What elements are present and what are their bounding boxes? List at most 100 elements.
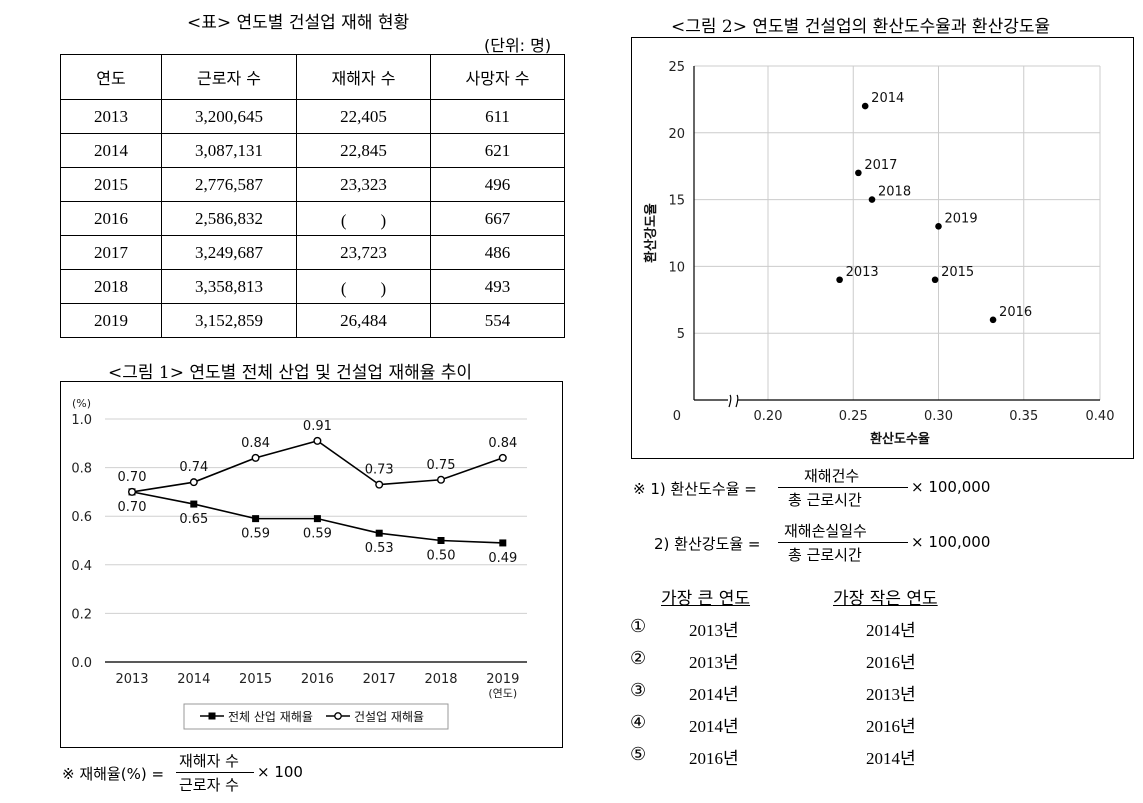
y-tick-label: 0.4 xyxy=(71,559,92,574)
option-largest: 2016년 xyxy=(689,749,739,768)
x-tick-label: 2017 xyxy=(363,672,396,687)
table-row: 2014 3,087,131 22,845 621 xyxy=(60,133,565,168)
data-label: 0.59 xyxy=(303,527,332,542)
table-cell: 3,087,131 xyxy=(161,133,297,168)
formula-multiplier: × 100 xyxy=(257,763,303,781)
scatter-point xyxy=(855,169,862,177)
y-tick-label: 0.8 xyxy=(71,462,92,477)
table-cell: 2018 xyxy=(60,269,162,304)
table-cell: 2014 xyxy=(60,133,162,168)
fraction-bar xyxy=(778,487,908,488)
column-header: 사망자 수 xyxy=(430,54,565,100)
point-label: 2019 xyxy=(945,211,978,226)
table-row: 2015 2,776,587 23,323 496 xyxy=(60,167,565,202)
formula-denominator: 총 근로시간 xyxy=(788,546,862,564)
option-number[interactable]: ③ xyxy=(630,680,647,701)
x-tick-label: 2019 xyxy=(486,672,519,687)
data-point-circle xyxy=(375,480,384,489)
point-label: 2015 xyxy=(941,265,974,280)
figure1-frame xyxy=(60,381,563,748)
severity-formula: 2) 환산강도율 = 재해손실일수 총 근로시간 × 100,000 xyxy=(654,520,990,568)
table-cell: 2,776,587 xyxy=(161,167,297,202)
x-tick-label: 2018 xyxy=(424,672,457,687)
formula-prefix: ※ 1) 환산도수율 = xyxy=(633,480,757,498)
data-label: 0.75 xyxy=(427,458,456,473)
table-cell: 2013 xyxy=(60,99,162,134)
option-number[interactable]: ① xyxy=(630,616,647,637)
y-tick-label: 10 xyxy=(668,260,685,275)
legend-label: 전체 산업 재해율 xyxy=(228,710,313,724)
formula-numerator: 재해손실일수 xyxy=(784,522,867,540)
option-largest: 2014년 xyxy=(689,717,739,736)
y-tick-label: 15 xyxy=(668,194,685,209)
data-point-circle xyxy=(251,453,260,462)
scatter-point xyxy=(868,196,876,203)
x-tick-label: 0.40 xyxy=(1086,409,1115,424)
x-tick-label: 2013 xyxy=(115,672,148,687)
x-axis-unit: (연도) xyxy=(488,687,517,700)
data-table: 연도 근로자 수 재해자 수 사망자 수 2013 3,200,645 22,405… xyxy=(60,54,565,338)
y-tick-label: 25 xyxy=(668,60,685,75)
option-largest: 2013년 xyxy=(689,653,739,672)
formula-prefix: ※ 재해율(%) = xyxy=(62,765,165,783)
option-header-smallest: 가장 작은 연도 xyxy=(833,589,938,609)
formula-multiplier: × 100,000 xyxy=(911,533,991,551)
table-row: 2016 2,586,832( ) 667 xyxy=(60,201,565,236)
option-number[interactable]: ② xyxy=(630,648,647,669)
formula-numerator: 재해건수 xyxy=(804,467,860,485)
table-cell: ( ) xyxy=(296,269,431,304)
table-cell: 554 xyxy=(430,303,565,338)
table-cell: 22,405 xyxy=(296,99,431,134)
option-header-largest: 가장 큰 연도 xyxy=(661,589,751,609)
option-number[interactable]: ⑤ xyxy=(630,744,647,765)
table-row: 2018 3,358,813( ) 493 xyxy=(60,269,565,304)
data-point-square xyxy=(375,529,383,537)
option-number[interactable]: ④ xyxy=(630,712,647,733)
table-unit: (단위: 명) xyxy=(484,36,552,55)
table-cell: 23,323 xyxy=(296,167,431,202)
table-cell: 23,723 xyxy=(296,235,431,270)
table-cell: ( ) xyxy=(296,201,431,236)
option-smallest: 2016년 xyxy=(866,717,916,736)
formula-multiplier: × 100,000 xyxy=(911,478,991,496)
x-tick-label: 0.30 xyxy=(924,409,953,424)
data-point-square xyxy=(313,515,321,523)
x-tick-label: 2015 xyxy=(239,672,272,687)
origin-label: 0 xyxy=(673,409,681,424)
option-largest: 2014년 xyxy=(689,685,739,704)
axis-break-gap xyxy=(728,392,738,408)
figure2-caption: <그림 2> 연도별 건설업의 환산도수율과 환산강도율 xyxy=(671,17,1051,37)
option-smallest: 2014년 xyxy=(866,621,916,640)
formula-denominator: 총 근로시간 xyxy=(788,491,862,509)
table-cell: 493 xyxy=(430,269,565,304)
scatter-point xyxy=(935,223,942,230)
data-label: 0.50 xyxy=(427,549,456,564)
table-cell: 667 xyxy=(430,201,565,236)
data-label: 0.70 xyxy=(118,470,147,485)
table-cell: 2016 xyxy=(60,201,162,236)
table-cell: 2015 xyxy=(60,167,162,202)
data-point-circle xyxy=(127,487,136,496)
scatter-point xyxy=(861,102,869,110)
scatter-point xyxy=(931,276,939,284)
line-chart: 0.0 0.2 0.4 0.6 0.8 1.0 (%) 2013 2014 2015 2016 201… xyxy=(71,397,527,730)
data-label: 0.84 xyxy=(488,436,517,451)
point-label: 2018 xyxy=(878,185,911,200)
column-header: 연도 xyxy=(60,54,162,100)
column-header: 근로자 수 xyxy=(161,54,297,100)
table-row: 2013 3,200,645 22,405 611 xyxy=(60,99,565,134)
y-axis-unit: (%) xyxy=(72,397,91,410)
y-tick-label: 20 xyxy=(668,127,685,142)
legend-marker-square xyxy=(208,712,216,720)
data-point-circle xyxy=(437,475,446,484)
formula-numerator: 재해자 수 xyxy=(179,752,239,770)
fraction-bar xyxy=(778,542,908,543)
table-cell: 2,586,832 xyxy=(161,201,297,236)
data-label: 0.84 xyxy=(241,436,270,451)
y-tick-label: 0.2 xyxy=(71,607,92,622)
option-largest: 2013년 xyxy=(689,621,739,640)
scatter-point xyxy=(836,276,843,284)
axis-break-icon xyxy=(728,394,739,408)
data-point-square xyxy=(437,537,445,544)
option-smallest: 2016년 xyxy=(866,653,916,672)
